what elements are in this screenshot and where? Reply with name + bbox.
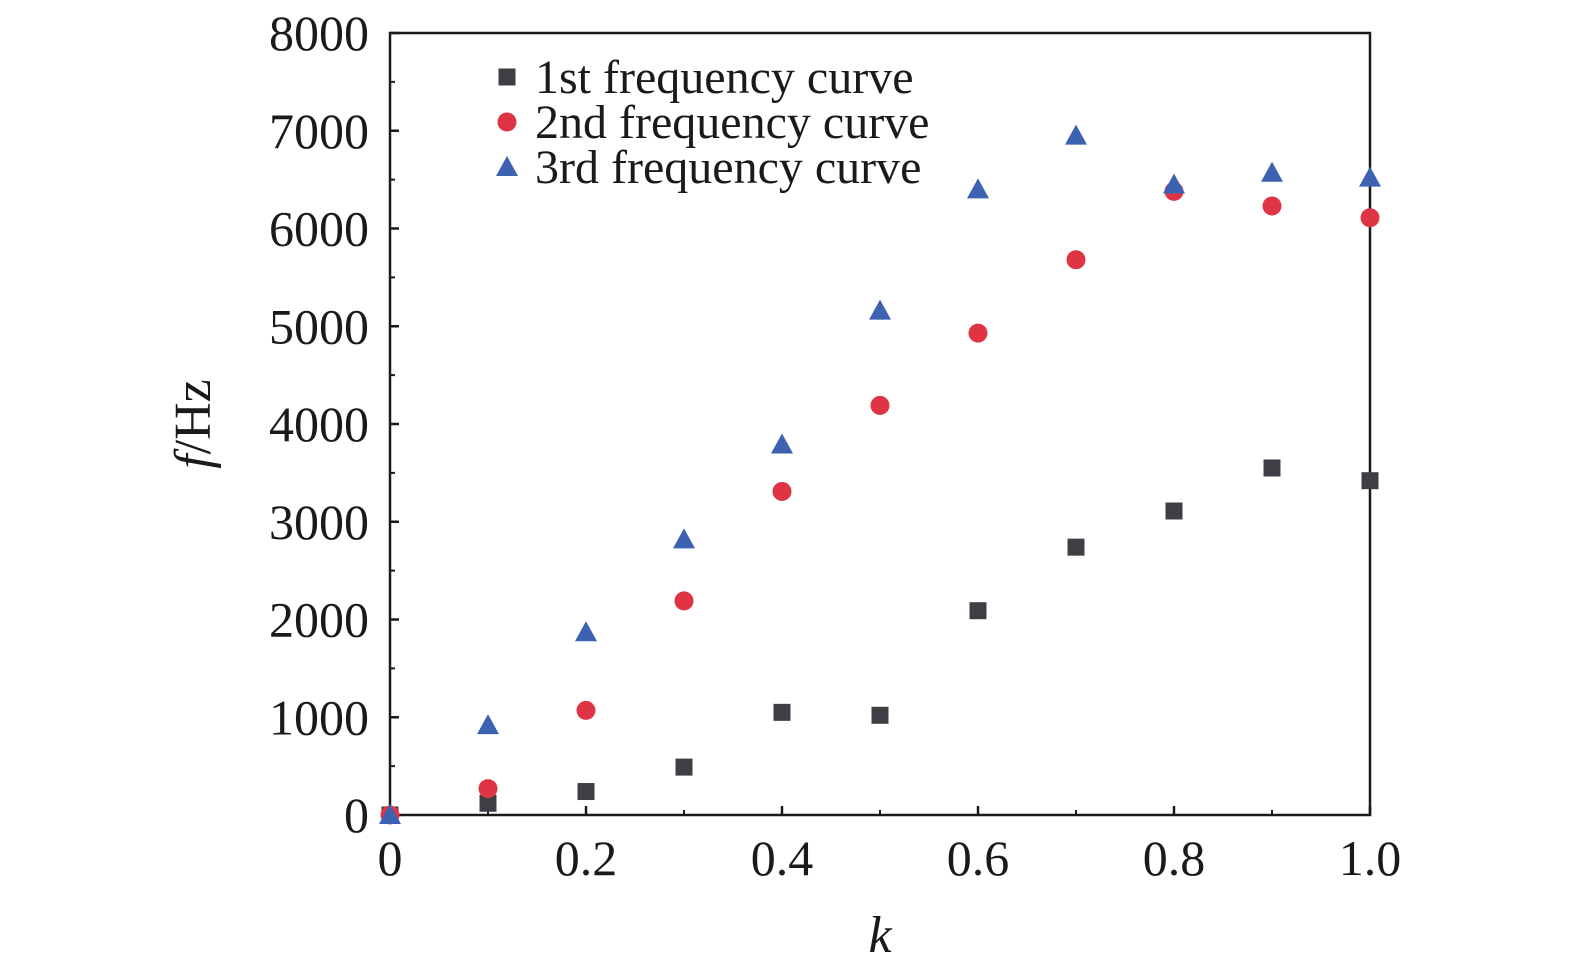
- x-tick-label: 0.4: [751, 830, 814, 886]
- circle-point: [576, 700, 596, 720]
- circle-point: [1066, 250, 1086, 270]
- circle-point: [870, 395, 890, 415]
- x-tick-label: 0.6: [947, 830, 1010, 886]
- y-tick-label: 1000: [269, 689, 369, 745]
- triangle-point: [575, 621, 597, 642]
- square-point: [1263, 459, 1281, 477]
- circle-point: [478, 779, 498, 799]
- triangle-point: [1163, 173, 1185, 194]
- y-tick-label: 3000: [269, 494, 369, 550]
- legend-circle-marker: [497, 112, 517, 132]
- triangle-point: [869, 299, 891, 320]
- square-point: [1165, 502, 1183, 520]
- triangle-point: [1261, 161, 1283, 182]
- legend-triangle-marker: [496, 156, 518, 176]
- square-point: [577, 783, 595, 801]
- y-tick-label: 7000: [269, 103, 369, 159]
- circle-point: [968, 323, 988, 343]
- square-point: [675, 758, 693, 776]
- x-tick-label: 0.2: [555, 830, 618, 886]
- square-point: [479, 794, 497, 812]
- square-point: [773, 703, 791, 721]
- series-2: [380, 181, 1380, 825]
- y-axis: 0 1000 2000 3000 4000 5000 6000 7000 8000: [269, 5, 399, 843]
- circle-point: [772, 481, 792, 501]
- data-points: [379, 124, 1381, 825]
- y-tick-label: 6000: [269, 201, 369, 257]
- square-point: [1067, 538, 1085, 556]
- triangle-point: [379, 804, 401, 824]
- y-tick-label: 2000: [269, 592, 369, 648]
- circle-point: [1360, 208, 1380, 228]
- circle-point: [1262, 196, 1282, 216]
- square-point: [1361, 472, 1379, 490]
- x-tick-label: 0: [378, 830, 403, 886]
- legend-label: 2nd frequency curve: [535, 96, 929, 149]
- series-1: [381, 459, 1379, 824]
- triangle-point: [967, 178, 989, 199]
- x-axis-title: k: [868, 907, 892, 964]
- x-axis: 0 0.2 0.4 0.6 0.8 1.0: [378, 806, 1402, 886]
- triangle-point: [477, 714, 499, 735]
- y-tick-label: 0: [344, 787, 369, 843]
- triangle-point: [673, 528, 695, 549]
- x-tick-label: 0.8: [1143, 830, 1206, 886]
- legend-label: 3rd frequency curve: [535, 141, 921, 194]
- triangle-point: [1359, 166, 1381, 187]
- triangle-point: [1065, 124, 1087, 145]
- y-tick-label: 4000: [269, 396, 369, 452]
- series-3: [379, 124, 1381, 824]
- y-tick-label: 8000: [269, 5, 369, 61]
- y-axis-title-unit: /Hz: [165, 379, 222, 454]
- square-point: [871, 706, 889, 724]
- legend-label: 1st frequency curve: [535, 51, 914, 104]
- x-tick-label: 1.0: [1339, 830, 1402, 886]
- y-tick-label: 5000: [269, 298, 369, 354]
- triangle-point: [771, 433, 793, 454]
- square-point: [969, 602, 987, 620]
- circle-point: [674, 591, 694, 611]
- legend-square-marker: [498, 68, 516, 86]
- y-axis-title: f/Hz: [165, 379, 222, 469]
